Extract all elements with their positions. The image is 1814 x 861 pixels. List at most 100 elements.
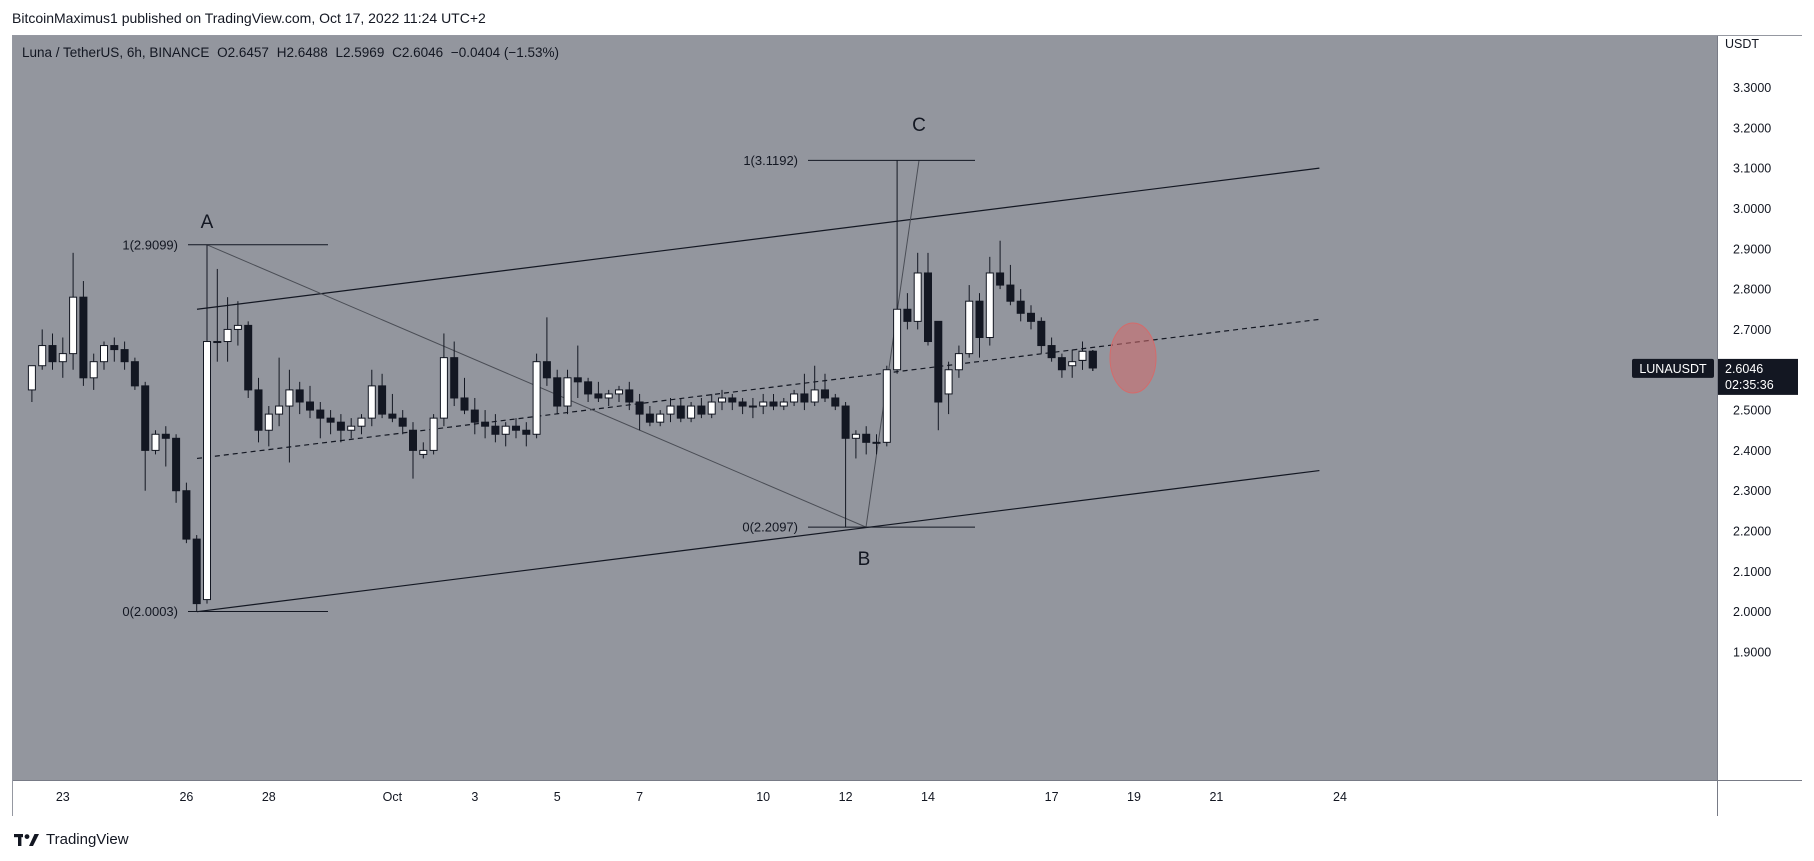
candle[interactable] [439,333,448,427]
candle[interactable] [759,393,768,415]
candle[interactable] [1006,264,1015,306]
candle[interactable] [800,373,809,411]
candle[interactable] [656,410,665,427]
candle[interactable] [1047,337,1056,362]
candle[interactable] [172,434,181,503]
candle[interactable] [738,397,747,415]
candle[interactable] [707,393,716,419]
candle[interactable] [306,385,314,419]
candle[interactable] [666,397,675,423]
candle[interactable] [903,293,912,330]
candle[interactable] [460,377,469,415]
candle[interactable] [450,341,459,407]
candle[interactable] [1016,289,1025,322]
candle[interactable] [27,365,36,403]
candle[interactable] [542,317,551,386]
candle[interactable] [821,373,829,403]
candle[interactable] [69,252,78,370]
candle[interactable] [429,414,438,455]
candle[interactable] [1057,353,1066,378]
candle[interactable] [769,393,778,411]
candle[interactable] [58,337,67,378]
candle[interactable] [100,341,108,370]
candle[interactable] [810,365,819,407]
candle[interactable] [676,397,685,423]
candle[interactable] [48,333,57,370]
candle[interactable] [192,535,201,612]
candle[interactable] [1037,317,1046,354]
candle[interactable] [470,397,479,435]
candle[interactable] [522,422,531,447]
candle[interactable] [233,301,242,346]
candle[interactable] [336,414,345,443]
candle[interactable] [110,337,119,362]
candle[interactable] [615,385,623,403]
candle[interactable] [295,381,304,415]
candle[interactable] [326,410,335,435]
candle[interactable] [79,281,88,386]
candle[interactable] [594,381,603,403]
candle[interactable] [790,389,799,407]
candle[interactable] [975,293,984,358]
candle[interactable] [913,252,922,330]
candle[interactable] [130,357,139,390]
candle[interactable] [965,285,974,358]
candle[interactable] [223,297,232,362]
candle[interactable] [275,357,284,427]
price-axis[interactable] [1717,36,1802,780]
candle[interactable] [367,369,376,427]
candle[interactable] [213,268,222,362]
candle[interactable] [481,410,490,439]
candle[interactable] [378,373,387,419]
candle[interactable] [645,406,654,427]
candle[interactable] [512,418,520,439]
candle[interactable] [409,422,417,479]
candle[interactable] [944,361,953,415]
candle[interactable] [398,410,407,435]
candle[interactable] [748,397,757,419]
last-price-box[interactable] [1718,358,1798,395]
tradingview-logo[interactable]: TradingView [14,831,129,848]
candle[interactable] [120,341,129,370]
candle[interactable] [388,393,397,423]
candle[interactable] [254,377,263,443]
candle[interactable] [841,402,850,528]
candle[interactable] [625,381,634,411]
candle[interactable] [697,397,706,419]
candle[interactable] [141,381,150,491]
candle[interactable] [563,369,572,415]
candle[interactable] [872,434,881,455]
candle[interactable] [996,240,1005,290]
candle[interactable] [285,369,294,463]
candle[interactable] [1027,305,1035,330]
candle[interactable] [347,418,356,439]
candle[interactable] [635,393,644,431]
candle[interactable] [316,402,325,439]
candle[interactable] [419,442,428,459]
candle[interactable] [954,345,963,378]
candle[interactable] [501,422,510,447]
candle[interactable] [38,329,47,370]
candle[interactable] [934,320,943,431]
candle[interactable] [882,365,891,447]
candle[interactable] [89,353,98,390]
candle[interactable] [851,430,860,459]
candle[interactable] [718,389,726,411]
candle[interactable] [1068,349,1077,378]
candle[interactable] [161,426,170,467]
candle[interactable] [728,393,737,411]
candle[interactable] [831,393,840,411]
candle[interactable] [264,406,273,447]
candle[interactable] [203,244,211,604]
candle[interactable] [604,389,613,407]
candle[interactable] [532,353,541,439]
candle[interactable] [779,397,788,411]
candle[interactable] [687,402,696,423]
candle[interactable] [862,426,871,455]
candle[interactable] [573,345,582,398]
candle[interactable] [357,414,366,435]
candle[interactable] [553,369,562,415]
candle[interactable] [491,414,500,443]
candle[interactable] [584,377,593,403]
